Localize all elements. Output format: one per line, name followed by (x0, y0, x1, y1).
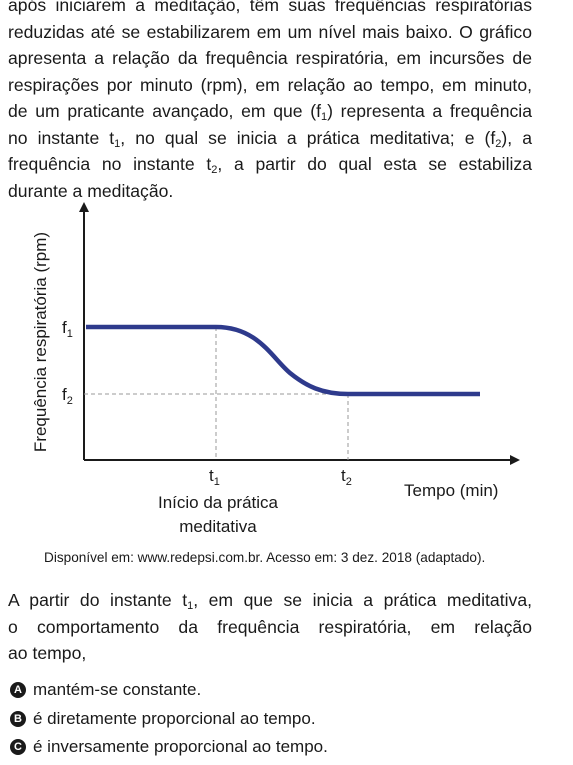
intro-line: reduzidas até se estabilizarem em um nív… (8, 21, 532, 42)
intro-paragraph: após iniciarem a meditação, têm suas fre… (8, 0, 532, 204)
frequency-curve (86, 324, 480, 397)
tick-letter: f (62, 318, 67, 337)
intro-line: frequência no instante t2, a partir do q… (8, 151, 532, 178)
intro-line: no instante t1, no qual se inicia a prát… (8, 125, 532, 152)
text-fragment: , em que se inicia a prática meditativa, (193, 590, 532, 610)
question-line: A partir do instante t1, em que se inici… (8, 587, 532, 614)
option-letter-badge: A (10, 682, 26, 699)
intro-line: após iniciarem a meditação, têm suas fre… (8, 0, 532, 15)
text-fragment: ), a (501, 127, 532, 148)
text-fragment: de um praticante avançado, em que (f (8, 101, 321, 121)
tick-subscript: 1 (67, 328, 73, 340)
subscript: 1 (114, 137, 121, 150)
option-letter-badge: C (10, 739, 26, 756)
tick-letter: f (62, 385, 67, 404)
intro-line: de um praticante avançado, em que (f1) r… (8, 98, 532, 125)
question-line: o comportamento da frequência respiratór… (8, 616, 532, 637)
y-tick-f2: f2 (62, 385, 73, 407)
x-tick-t2: t2 (341, 466, 352, 488)
annotation-line-2: meditativa (179, 517, 257, 536)
subscript: 2 (495, 137, 502, 150)
tick-subscript: 2 (67, 395, 73, 407)
intro-line: apresenta a relação da frequência respir… (8, 48, 532, 68)
tick-letter: t (341, 466, 346, 485)
question-paragraph: A partir do instante t1, em que se inici… (8, 587, 532, 667)
text-fragment: no instante t (8, 127, 115, 148)
tick-letter: t (209, 466, 214, 485)
tick-subscript: 1 (214, 476, 220, 488)
intro-line: respirações por minuto (rpm), em relação… (8, 74, 532, 95)
text-fragment: , no qual se inicia a prática meditativa… (120, 127, 496, 148)
respiratory-frequency-graph: Frequência respiratória (rpm) f1 f2 t1 t… (31, 202, 520, 536)
answer-options: A mantém-se constante. B é diretamente p… (10, 676, 328, 762)
subscript: 1 (187, 600, 194, 612)
intro-line: durante a meditação. (8, 180, 174, 201)
option-c[interactable]: C é inversamente proporcional ao tempo. (10, 733, 328, 762)
text-fragment: frequência no instante t (8, 154, 212, 174)
option-letter-badge: B (10, 710, 26, 727)
option-text: mantém-se constante. (33, 680, 202, 700)
x-tick-t1: t1 (209, 466, 220, 488)
tick-subscript: 2 (346, 476, 352, 488)
subscript: 1 (320, 111, 328, 123)
text-fragment: ) representa a frequência (327, 101, 532, 121)
subscript: 2 (211, 164, 218, 176)
text-fragment: , a partir do qual esta se estabiliza (217, 154, 532, 174)
option-text: é inversamente proporcional ao tempo. (33, 737, 328, 757)
x-axis-label: Tempo (min) (404, 481, 498, 500)
y-tick-f1: f1 (62, 318, 73, 340)
option-a[interactable]: A mantém-se constante. (10, 676, 328, 705)
source-citation: Disponível em: www.redepsi.com.br. Acess… (44, 550, 486, 565)
option-text: é diretamente proporcional ao tempo. (33, 708, 316, 728)
text-fragment: A partir do instante t (8, 590, 188, 610)
option-b[interactable]: B é diretamente proporcional ao tempo. (10, 705, 328, 734)
question-line: ao tempo, (8, 643, 87, 663)
annotation-line-1: Início da prática (158, 493, 279, 512)
y-axis-label: Frequência respiratória (rpm) (31, 232, 50, 452)
